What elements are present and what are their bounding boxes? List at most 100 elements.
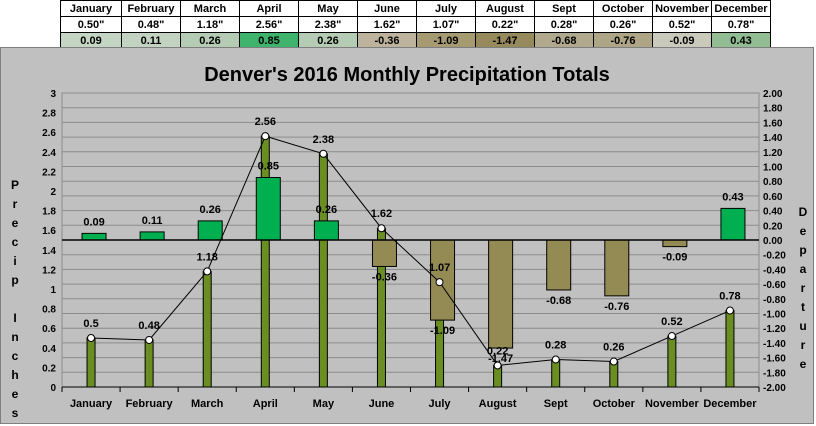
precip-point [319, 149, 328, 158]
month-header-cell: November [652, 0, 712, 17]
y-tick-label-right: -0.60 [763, 280, 786, 291]
precip-point [609, 357, 618, 366]
precip-point [145, 335, 154, 344]
y-tick-label-left: 2.2 [42, 167, 56, 178]
month-header-cell: January [60, 0, 122, 17]
y-tick-label-right: 1.60 [763, 118, 783, 129]
departure-data-label: -1.47 [488, 353, 513, 365]
precip-point [551, 355, 560, 364]
y-tick-label-right: 0.80 [763, 177, 783, 188]
precip-cell: 2.38" [298, 16, 358, 33]
y-tick-label-right: -1.20 [763, 324, 786, 335]
table-row-months: January February March April May June July Augu… [60, 0, 771, 17]
x-tick-label: November [645, 398, 700, 410]
precip-data-label: 0.5 [83, 318, 98, 330]
precip-cell: 0.52" [652, 16, 712, 33]
y-tick-label-left: 2.6 [42, 128, 56, 139]
precip-cell: 1.18" [180, 16, 240, 33]
x-tick-label: October [593, 398, 636, 410]
precip-bar [86, 337, 96, 388]
table-row-precip: 0.50" 0.48" 1.18" 2.56" 2.38" 1.62" 1.07" 0.22"… [60, 16, 771, 33]
precip-data-label: 1.62 [371, 208, 392, 220]
x-tick-label: February [126, 398, 174, 410]
departure-cell: -0.36 [357, 32, 417, 49]
y-tick-label-right: 0.20 [763, 221, 783, 232]
y-tick-label-right: 1.20 [763, 148, 783, 159]
x-tick-label: Sept [544, 398, 568, 410]
precip-cell: 0.22" [475, 16, 535, 33]
x-tick-label: December [703, 398, 757, 410]
precip-data-label: 2.56 [255, 116, 276, 128]
y-tick-label-right: 0.40 [763, 207, 783, 218]
y-tick-label-left: 3 [50, 89, 56, 100]
chart-title: Denver's 2016 Monthly Precipitation Tota… [204, 64, 610, 86]
y-tick-label-left: 0.8 [42, 305, 56, 316]
y-axis-title-left: P r e c i p I n c h e s [10, 178, 19, 420]
departure-cell: -1.09 [416, 32, 476, 49]
departure-bar [604, 239, 630, 297]
departure-cell: -0.68 [534, 32, 594, 49]
departure-bar [255, 177, 281, 241]
precip-line [91, 135, 731, 366]
y-tick-label-left: 0.2 [42, 363, 56, 374]
y-tick-label-left: 0.4 [42, 344, 56, 355]
precip-data-label: 0.22 [487, 345, 508, 357]
departure-cell: 0.11 [121, 32, 181, 49]
precip-point [377, 224, 386, 233]
precip-cell: 2.56" [239, 16, 299, 33]
x-tick-label: May [313, 398, 335, 410]
precip-data-label: 0.78 [719, 291, 740, 303]
departure-data-label: 0.85 [258, 161, 279, 173]
departure-data-label: 0.43 [722, 191, 743, 203]
y-tick-label-left: 2.8 [42, 109, 56, 120]
month-header-cell: July [416, 0, 476, 17]
departure-cell: -0.09 [652, 32, 712, 49]
y-tick-label-left: 0 [50, 383, 56, 394]
departure-bar [139, 231, 165, 241]
chart-panel: 0 0.2 0.4 0.6 0.8 1 1.2 1.4 1.6 1.8 2 2.2 2.4 2.6 2.8 3… [0, 47, 814, 424]
departure-data-label: 0.11 [142, 215, 163, 227]
y-tick-label-right: -2.00 [763, 383, 786, 394]
month-header-cell: Sept [534, 0, 594, 17]
precip-point [203, 267, 212, 276]
precip-cell: 1.07" [416, 16, 476, 33]
data-table: January February March April May June July Augu… [60, 0, 771, 49]
y-tick-label-right: -0.40 [763, 265, 786, 276]
x-tick-label: June [369, 398, 395, 410]
departure-data-label: 0.26 [199, 204, 220, 216]
y-tick-label-right: 0.00 [763, 236, 783, 247]
precip-bar [260, 135, 270, 388]
departure-cell: 0.26 [298, 32, 358, 49]
precip-cell: 0.48" [121, 16, 181, 33]
x-tick-label: July [429, 398, 452, 410]
precip-data-label: 1.07 [429, 262, 450, 274]
precip-data-label: 0.52 [661, 316, 682, 328]
y-tick-label-right: 2.00 [763, 89, 783, 100]
departure-cell: 0.26 [180, 32, 240, 49]
precip-bar [202, 270, 212, 388]
y-tick-label-right: -1.60 [763, 354, 786, 365]
precip-bar [318, 153, 328, 388]
y-tick-label-right: -1.80 [763, 368, 786, 379]
y-tick-label-left: 1.2 [42, 265, 56, 276]
y-tick-label-left: 2.4 [42, 148, 56, 159]
month-header-cell: March [180, 0, 240, 17]
precip-data-label: 0.48 [138, 320, 159, 332]
departure-cell: 0.09 [60, 32, 122, 49]
precip-point [667, 332, 676, 341]
y-tick-label-right: 0.60 [763, 192, 783, 203]
precip-bar [144, 339, 154, 388]
month-header-cell: August [475, 0, 535, 17]
y-tick-label-right: -0.80 [763, 295, 786, 306]
precip-data-label: 0.26 [603, 342, 624, 354]
table-row-departure: 0.09 0.11 0.26 0.85 0.26 -0.36 -1.09 -1.47 -0.68… [60, 32, 771, 49]
departure-bar [546, 239, 572, 291]
y-tick-label-right: -1.40 [763, 339, 786, 350]
y-tick-label-right: 1.80 [763, 104, 783, 115]
y-tick-label-left: 0.6 [42, 324, 56, 335]
departure-bar [720, 207, 746, 241]
y-tick-label-right: 1.40 [763, 133, 783, 144]
precip-bar [551, 359, 561, 388]
precip-point [435, 278, 444, 287]
departure-bar [488, 239, 514, 349]
